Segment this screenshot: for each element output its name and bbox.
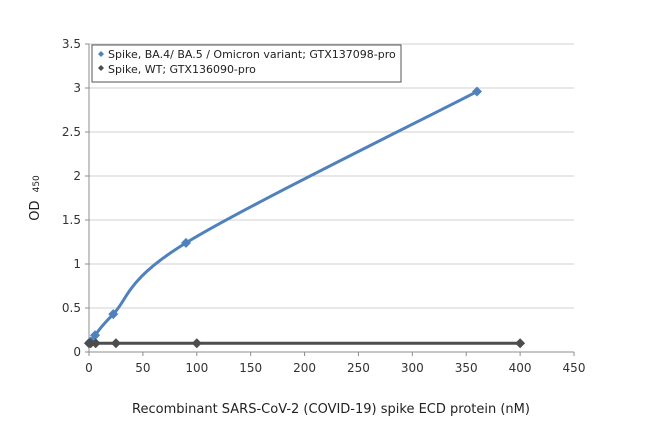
x-tick-label: 0 [85, 361, 93, 375]
legend: Spike, BA.4/ BA.5 / Omicron variant; GTX… [91, 44, 402, 83]
x-tick-label: 200 [293, 361, 316, 375]
data-point-series-1 [90, 330, 101, 341]
data-point-series-2 [90, 338, 101, 349]
series-group [84, 86, 526, 349]
x-tick-label: 300 [401, 361, 424, 375]
tick-labels: 0 0.5 1 1.5 2 2.5 3 3.5 0 50 100 150 200 250 300 350 400… [62, 37, 586, 375]
grid-lines [89, 43, 574, 309]
legend-label-series-1: Spike, BA.4/ BA.5 / Omicron variant; GTX… [108, 48, 396, 61]
y-tick-label: 3.5 [62, 37, 81, 51]
y-axis-title-main: OD [28, 201, 43, 221]
x-tick-label: 400 [509, 361, 532, 375]
x-tick-label: 250 [347, 361, 370, 375]
x-tick-label: 350 [455, 361, 478, 375]
legend-box [91, 44, 402, 83]
legend-marker-series-1 [98, 51, 104, 57]
x-tick-label: 150 [239, 361, 262, 375]
x-tick-label: 50 [135, 361, 150, 375]
data-point-series-1 [108, 309, 119, 320]
y-tick-label: 1.5 [62, 213, 81, 227]
legend-label-series-2: Spike, WT; GTX136090-pro [108, 63, 256, 76]
data-point-series-2 [515, 338, 526, 349]
y-tick-label: 3 [73, 81, 81, 95]
x-axis-title: Recombinant SARS-CoV-2 (COVID-19) spike … [132, 402, 530, 417]
y-tick-label: 2 [73, 169, 81, 183]
data-point-series-1 [472, 86, 482, 97]
x-tick-label: 100 [185, 361, 208, 375]
axes [85, 43, 575, 356]
data-point-series-2 [110, 338, 121, 349]
data-point-series-1 [181, 237, 191, 248]
y-axis-title-subscript: 450 [32, 175, 42, 192]
y-tick-label: 0 [73, 345, 81, 359]
series-line-1 [87, 90, 479, 345]
legend-marker-series-2 [98, 65, 104, 71]
y-tick-label: 1 [73, 257, 81, 271]
y-tick-label: 0.5 [62, 301, 81, 315]
y-tick-label: 2.5 [62, 125, 81, 139]
y-axis-title: OD 450 [28, 175, 43, 221]
x-tick-label: 450 [563, 361, 586, 375]
data-point-series-2 [191, 338, 202, 349]
